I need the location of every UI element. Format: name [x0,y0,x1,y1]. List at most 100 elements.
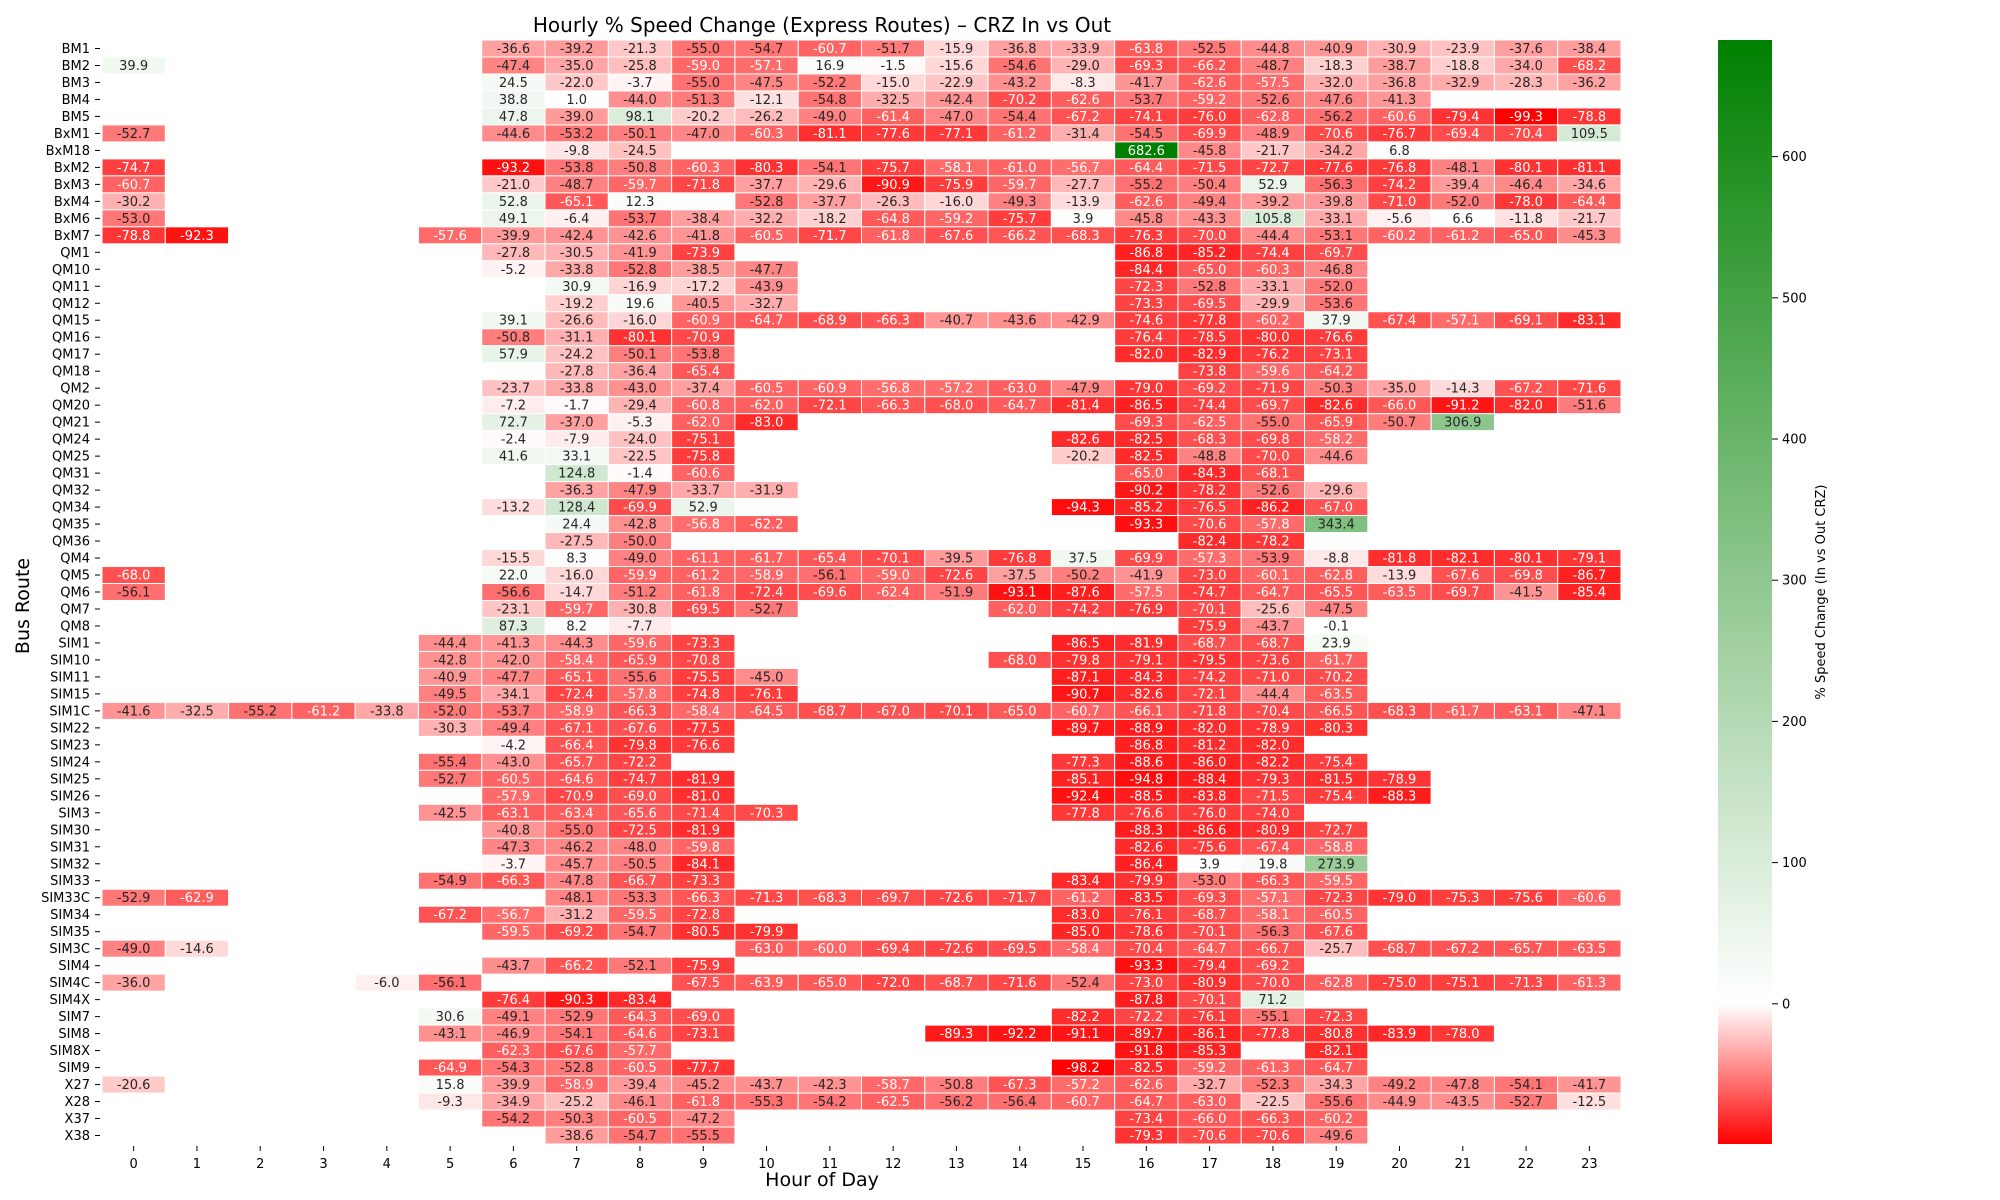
cell-value-label: -43.2 [1003,76,1037,91]
cell-value-label: -67.3 [1003,1078,1037,1093]
cell-value-label: -48.7 [1256,59,1290,74]
cell-value-label: -66.7 [623,874,657,889]
cell-value-label: -56.6 [497,586,531,601]
cell-value-label: -29.9 [1256,297,1290,312]
y-tick-label: SIM4X [50,993,91,1008]
cell-value-label: -36.0 [117,976,151,991]
cell-value-label: -69.3 [1129,416,1163,431]
cell-value-label: -67.6 [623,721,657,736]
cell-value-label: -81.0 [686,789,720,804]
cell-value-label: -52.2 [813,76,847,91]
cell-value-label: -83.1 [1573,314,1607,329]
cell-value-label: -5.2 [501,263,526,278]
cell-value-label: -86.7 [1573,569,1607,584]
cell-value-label: -44.8 [1256,42,1290,57]
y-tick-label: X27 [65,1078,90,1093]
cell-value-label: -56.3 [1256,925,1290,940]
cell-value-label: -60.7 [1066,704,1100,719]
cell-value-label: -75.6 [1193,840,1227,855]
cell-value-label: -22.5 [623,450,657,465]
cell-value-label: -58.4 [1066,942,1100,957]
cell-value-label: -78.9 [1383,772,1417,787]
cell-value-label: -82.0 [1256,738,1290,753]
cell-value-label: -60.5 [1319,908,1353,923]
cell-value-label: -40.5 [686,297,720,312]
cell-value-label: -64.7 [1129,1095,1163,1110]
y-tick-label: QM15 [52,314,90,329]
cell-value-label: -40.9 [433,670,467,685]
cell-value-label: -71.4 [686,806,720,821]
x-tick-labels: 0 1 2 3 4 5 6 7 8 9 10 11 12 13 14 15 16 17 18 19 20 21 22 23 [130,1146,1598,1172]
cell-value-label: -50.1 [623,127,657,142]
cell-value-label: -50.3 [1319,382,1353,397]
cell-value-label: -61.1 [686,552,720,567]
cell-value-label: -68.3 [813,891,847,906]
cell-value-label: -60.7 [813,42,847,57]
cell-value-label: -72.7 [1256,161,1290,176]
y-tick-label: QM1 [60,246,90,261]
cell-value-label: -22.5 [1256,1095,1290,1110]
cell-value-label: -52.6 [1256,93,1290,108]
cell-value-label: 87.3 [499,619,528,634]
y-tick-label: SIM31 [50,840,90,855]
cell-value-label: -79.0 [1383,891,1417,906]
cell-value-label: -51.9 [940,586,974,601]
cell-value-label: -64.7 [1256,586,1290,601]
cell-value-label: -50.8 [623,161,657,176]
x-tick-label: 9 [699,1157,707,1172]
cell-value-label: -83.0 [750,416,784,431]
cell-value-label: -61.8 [876,229,910,244]
cell-value-label: -25.2 [560,1095,594,1110]
cell-value-label: -25.6 [1256,602,1290,617]
cell-value-label: -60.2 [1319,1112,1353,1127]
cell-value-label: -43.5 [1446,1095,1480,1110]
cell-value-label: 3.9 [1073,212,1094,227]
y-tick-label: BxM4 [54,195,90,210]
cell-value-label: -69.5 [1003,942,1037,957]
cell-value-label: -69.5 [1193,297,1227,312]
cell-value-label: -32.5 [876,93,910,108]
cell-value-label: -34.1 [497,687,531,702]
cell-value-label: -54.7 [623,925,657,940]
cell-value-label: -44.9 [1383,1095,1417,1110]
cell-value-label: -81.4 [1066,399,1100,414]
heatmap-cell [101,1075,166,1094]
cell-value-label: -74.2 [1193,670,1227,685]
cell-value-label: -48.0 [623,840,657,855]
cell-value-label: 124.8 [558,467,595,482]
cell-value-label: -76.1 [1193,1010,1227,1025]
cell-value-label: -52.8 [750,195,784,210]
cell-value-label: -60.2 [1383,229,1417,244]
cell-value-label: -74.0 [1256,806,1290,821]
cell-value-label: -47.0 [686,127,720,142]
cell-value-label: -58.2 [1319,433,1353,448]
cell-value-label: -80.3 [750,161,784,176]
cell-value-label: -55.2 [243,704,277,719]
cell-value-label: -69.7 [876,891,910,906]
y-tick-label: QM7 [60,602,90,617]
cell-value-label: -61.7 [1319,653,1353,668]
cell-value-label: -79.4 [1446,110,1480,125]
cell-value-label: -59.8 [686,840,720,855]
cell-value-label: -45.7 [560,857,594,872]
cell-value-label: 52.8 [499,195,528,210]
cell-value-label: 37.5 [1069,552,1098,567]
cell-value-label: -70.2 [1319,670,1353,685]
y-tick-label: BxM3 [54,178,90,193]
cell-value-label: 24.4 [562,518,591,533]
cell-value-label: -72.3 [1319,891,1353,906]
cell-value-label: -66.0 [1383,399,1417,414]
cell-value-label: 128.4 [558,501,595,516]
x-tick-label: 13 [948,1157,965,1172]
cell-value-label: -75.8 [686,450,720,465]
heatmap-cell [734,599,799,618]
cell-value-label: -82.0 [1129,348,1163,363]
cell-value-label: -68.9 [813,314,847,329]
cell-value-label: -49.3 [1003,195,1037,210]
cell-value-label: -84.1 [686,857,720,872]
cell-value-label: -52.0 [433,704,467,719]
cell-value-label: -25.7 [1319,942,1353,957]
y-tick-label: QM10 [52,263,90,278]
y-tick-label: QM17 [52,348,90,363]
cell-value-label: -62.8 [1319,569,1353,584]
